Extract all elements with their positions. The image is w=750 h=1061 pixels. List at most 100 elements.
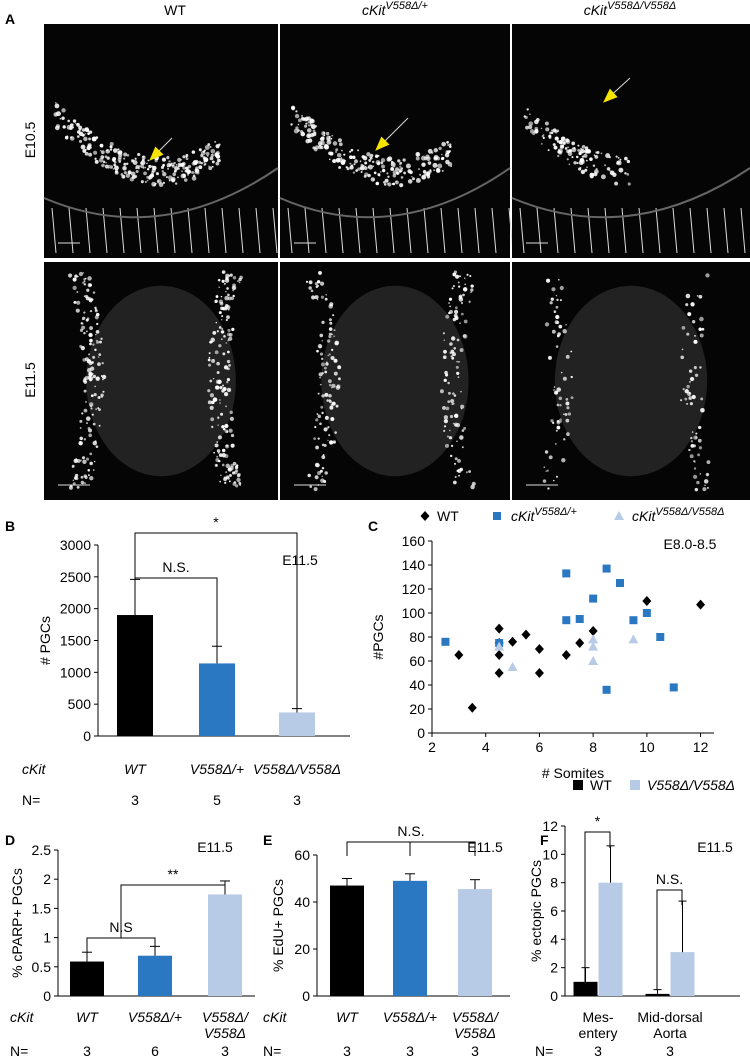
cell-signal: [319, 422, 322, 426]
cell-signal: [85, 457, 90, 461]
column-header: cKitV558Δ/+: [362, 0, 428, 18]
cell-signal: [549, 131, 552, 135]
y-tick-label: 40: [294, 894, 310, 910]
cell-signal: [74, 122, 77, 125]
cell-signal: [457, 376, 460, 379]
point: [562, 569, 571, 578]
cell-signal: [162, 181, 166, 185]
cell-signal: [453, 270, 458, 274]
bar: [598, 882, 623, 996]
x-category-label: WT: [336, 1009, 359, 1025]
point: [669, 683, 678, 692]
cell-signal: [219, 399, 221, 401]
somite: [672, 207, 678, 254]
cell-signal: [67, 119, 70, 123]
cell-signal: [185, 157, 189, 161]
cell-signal: [97, 356, 100, 358]
cell-signal: [89, 309, 93, 313]
cell-signal: [294, 113, 300, 119]
annotation: E11.5: [282, 552, 318, 568]
cell-signal: [79, 436, 83, 441]
cell-signal: [228, 473, 232, 478]
cell-signal: [231, 327, 235, 332]
tissue-edge: [279, 167, 511, 219]
cell-signal: [570, 350, 573, 353]
cell-signal: [83, 295, 86, 297]
cell-signal: [400, 167, 404, 170]
cell-signal: [215, 161, 220, 166]
arrow-head: [375, 136, 390, 151]
legend-swatch: [573, 780, 583, 790]
cell-signal: [448, 302, 450, 304]
cell-signal: [583, 153, 588, 158]
cell-signal: [222, 427, 226, 431]
cell-signal: [698, 446, 703, 450]
cell-signal: [318, 372, 323, 377]
cell-signal: [315, 418, 319, 422]
cell-signal: [555, 429, 558, 432]
cell-signal: [341, 149, 343, 152]
cell-signal: [335, 158, 341, 163]
cell-signal: [182, 155, 186, 159]
cell-signal: [702, 487, 707, 492]
cell-signal: [450, 444, 454, 448]
somite: [536, 207, 542, 254]
cell-signal: [96, 322, 99, 325]
cell-signal: [208, 356, 211, 359]
tissue-edge: [43, 167, 279, 219]
panel-label: E: [263, 832, 272, 848]
cell-signal: [400, 176, 404, 179]
cell-signal: [379, 171, 382, 173]
cell-signal: [239, 483, 242, 486]
y-tick-label: 12: [542, 818, 558, 834]
cell-signal: [454, 462, 457, 465]
cell-signal: [100, 150, 105, 155]
cell-signal: [225, 342, 228, 344]
cell-signal: [693, 366, 697, 370]
cell-signal: [693, 435, 698, 440]
cell-signal: [559, 144, 565, 149]
cell-signal: [705, 273, 710, 278]
cell-signal: [390, 161, 396, 167]
x-category-label: Mes-: [582, 1009, 613, 1025]
y-tick-label: 60: [294, 847, 310, 863]
cell-signal: [117, 148, 120, 151]
cell-signal: [452, 317, 457, 322]
cell-signal: [84, 482, 87, 485]
cell-signal: [127, 170, 132, 175]
y-tick-label: 2: [550, 960, 558, 976]
cell-signal: [469, 275, 472, 278]
somite: [68, 207, 74, 254]
cell-signal: [62, 125, 66, 129]
cell-signal: [84, 132, 87, 135]
cell-signal: [349, 150, 352, 153]
cell-signal: [320, 362, 325, 367]
cell-signal: [698, 327, 702, 331]
cell-signal: [567, 412, 571, 416]
cell-signal: [93, 460, 96, 463]
cell-signal: [90, 394, 94, 398]
tissue-glow: [321, 285, 469, 477]
cell-signal: [221, 328, 224, 330]
cell-signal: [217, 435, 222, 440]
cell-signal: [397, 159, 401, 163]
cell-signal: [682, 388, 685, 391]
cell-signal: [69, 485, 73, 490]
header-sup: V558Δ/V558Δ: [607, 0, 676, 12]
cell-signal: [333, 358, 338, 363]
y-tick-label: 6: [550, 903, 558, 919]
cell-signal: [215, 295, 219, 298]
cell-signal: [320, 405, 324, 409]
cell-signal: [178, 165, 180, 168]
cell-signal: [106, 156, 110, 160]
x-tick-label: 2: [428, 739, 436, 755]
cell-signal: [448, 436, 453, 440]
somite: [519, 207, 525, 254]
cell-signal: [221, 306, 225, 311]
bar: [573, 981, 598, 996]
significance-bracket: [134, 532, 298, 712]
cell-signal: [617, 156, 620, 159]
cell-signal: [217, 278, 221, 282]
cell-signal: [76, 135, 80, 138]
cell-signal: [559, 418, 562, 422]
